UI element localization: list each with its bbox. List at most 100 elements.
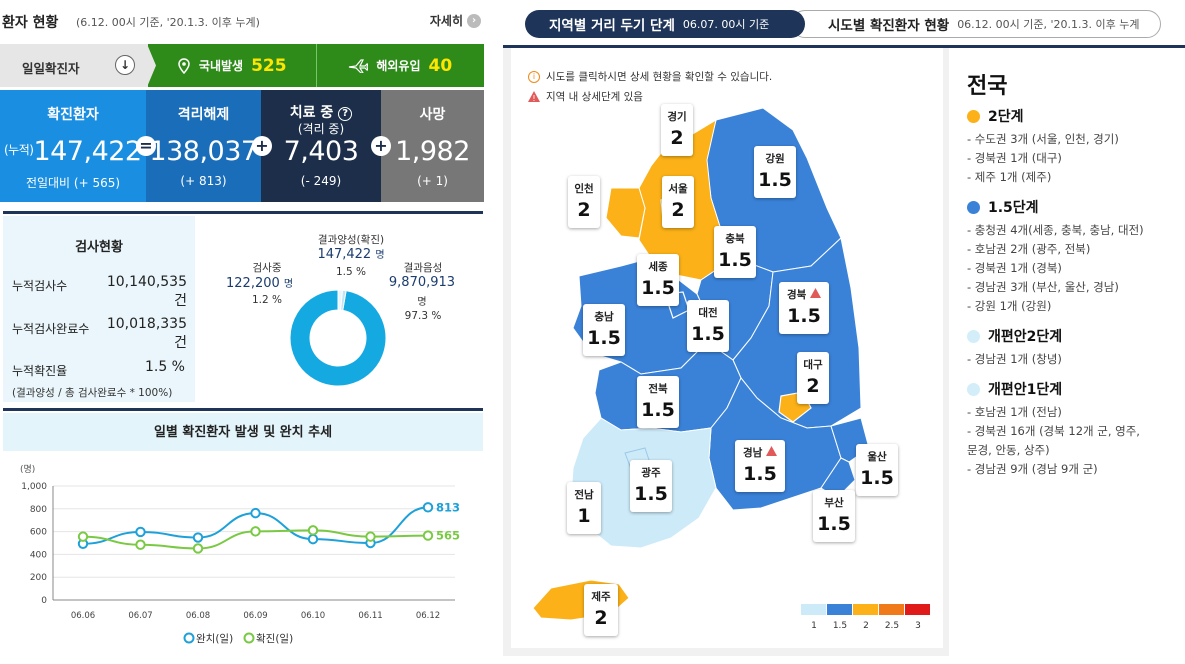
chart-xtick: 06.09 bbox=[243, 611, 267, 621]
level-scale: 1 1.5 2 2.5 3 bbox=[801, 604, 931, 631]
map-label-jeonbuk[interactable]: 전북 1.5 bbox=[637, 376, 679, 428]
donut-negative-pct: 97.3 % bbox=[404, 310, 442, 322]
stat-confirmed-prefix: (누적) bbox=[4, 143, 34, 157]
donut-negative-label: 결과음성 bbox=[403, 262, 443, 274]
tab-city-status-label: 시도별 확진환자 현황 bbox=[828, 18, 950, 34]
stat-death-sub: (+ 1) bbox=[417, 174, 448, 188]
legend-item: - 경남권 1개 (창녕) bbox=[967, 352, 1062, 366]
donut-testing-pct: 1.2 % bbox=[251, 294, 282, 306]
test-total-label: 누적검사수 bbox=[12, 279, 68, 293]
legend-group: 개편안1단계 - 호남권 1개 (전남) - 경북권 16개 (경북 12개 군, … bbox=[967, 379, 1182, 479]
stat-death: 사망 1,982 (+ 1) bbox=[381, 90, 484, 202]
legend-label: 완치(일) bbox=[196, 632, 233, 645]
chart-point bbox=[422, 530, 434, 541]
legend-marker bbox=[243, 632, 255, 644]
legend-item: - 수도권 3개 (서울, 인천, 경기) bbox=[967, 132, 1119, 146]
chart-ytick: 400 bbox=[30, 550, 47, 560]
chart-point bbox=[77, 531, 89, 542]
legend-item: - 경남권 3개 (부산, 울산, 경남) bbox=[967, 280, 1119, 294]
map-label-gyeonggi[interactable]: 경기 2 bbox=[661, 104, 693, 156]
stat-released-sub: (+ 813) bbox=[180, 174, 227, 188]
map-label-busan[interactable]: 부산 1.5 bbox=[813, 490, 855, 542]
legend-dot-icon bbox=[967, 329, 980, 343]
help-icon[interactable]: ? bbox=[338, 107, 353, 121]
chart-ytick: 600 bbox=[30, 528, 47, 538]
detail-link[interactable]: 자세히 › bbox=[430, 12, 481, 29]
trend-chart-panel: 일별 확진환자 발생 및 완치 추세 (명) 0 200 400 600 800 1,00… bbox=[3, 413, 483, 664]
map-label-jeju[interactable]: 제주 2 bbox=[584, 584, 618, 636]
legend-item: - 강원 1개 (강원) bbox=[967, 299, 1052, 313]
tab-distancing-level[interactable]: 지역별 거리 두기 단계 06.07. 00시 기준 bbox=[525, 10, 805, 38]
map-label-gangwon[interactable]: 강원 1.5 bbox=[754, 146, 796, 198]
map-label-sejong[interactable]: 세종 1.5 bbox=[637, 254, 679, 306]
chart-point bbox=[422, 502, 434, 513]
legend-dot-icon bbox=[967, 109, 980, 123]
map-label-gyeongnam[interactable]: 경남 1.5 bbox=[735, 440, 785, 492]
overseas-cell: 해외유입 40 bbox=[316, 44, 484, 87]
map-notice-detail-text: 지역 내 상세단계 있음 bbox=[546, 91, 643, 103]
plus-operator-1: + bbox=[252, 136, 272, 156]
map-label-gwangju[interactable]: 광주 1.5 bbox=[630, 460, 672, 512]
stat-released-title: 격리해제 bbox=[177, 107, 230, 123]
map-label-chungbuk[interactable]: 충북 1.5 bbox=[714, 226, 756, 278]
svg-text:!: ! bbox=[532, 94, 535, 102]
chevron-right-icon: › bbox=[467, 13, 481, 28]
scale-swatch bbox=[879, 604, 904, 615]
map-label-seoul[interactable]: 서울 2 bbox=[662, 176, 694, 228]
legend-group-heading: 개편안2단계 bbox=[967, 326, 1182, 346]
chart-xtick: 06.10 bbox=[301, 611, 325, 621]
chart-end-label: 813 bbox=[436, 500, 460, 514]
daily-confirmed-bar: 일일확진자 ↓ 국내발생 525 해외유입 40 bbox=[0, 44, 484, 87]
chart-end-label: 565 bbox=[436, 529, 460, 543]
warning-icon bbox=[809, 288, 821, 298]
scale-swatch bbox=[853, 604, 878, 615]
domestic-cell: 국내발생 525 bbox=[148, 44, 316, 87]
map-label-incheon[interactable]: 인천 2 bbox=[568, 176, 600, 228]
tab-distancing-date: 06.07. 00시 기준 bbox=[682, 18, 770, 31]
legend-item: - 호남권 1개 (전남) bbox=[967, 405, 1062, 419]
chart-point bbox=[250, 526, 261, 537]
plus-operator-2: + bbox=[371, 136, 391, 156]
tab-city-status[interactable]: 시도별 확진환자 현황 06.12. 00시 기준, '20.1.3. 이후 누… bbox=[791, 10, 1161, 38]
donut-positive-label: 결과양성(확진) bbox=[317, 234, 385, 246]
map-label-jeonnam[interactable]: 전남 1 bbox=[567, 482, 601, 534]
test-done-label: 누적검사완료수 bbox=[12, 322, 90, 336]
legend-item: - 제주 1개 (제주) bbox=[967, 170, 1052, 184]
location-pin-icon bbox=[178, 57, 190, 74]
overseas-label: 해외유입 bbox=[376, 59, 421, 73]
chart-point bbox=[250, 507, 261, 519]
scale-label: 2 bbox=[863, 621, 869, 631]
scale-swatch bbox=[801, 604, 826, 615]
legend-marker bbox=[183, 632, 195, 644]
legend-group-heading: 2단계 bbox=[967, 106, 1182, 126]
donut-positive-value: 147,422 bbox=[317, 247, 372, 262]
map-panel: i 시도를 클릭하시면 상세 현황을 확인할 수 있습니다. ! 지역 내 상세… bbox=[503, 48, 1185, 656]
legend-label: 확진(일) bbox=[256, 632, 293, 645]
arrow-down-icon: ↓ bbox=[115, 55, 135, 75]
test-donut-chart bbox=[289, 289, 387, 387]
map-label-daegu[interactable]: 대구 2 bbox=[797, 352, 829, 404]
legend-panel: 전국 2단계 - 수도권 3개 (서울, 인천, 경기) - 경북권 1개 (대구)… bbox=[949, 48, 1185, 656]
overseas-value: 40 bbox=[428, 55, 453, 76]
chart-ytick: 1,000 bbox=[21, 482, 47, 492]
chart-ytick: 800 bbox=[30, 505, 47, 515]
info-icon: i bbox=[528, 70, 540, 83]
chart-point bbox=[365, 531, 376, 542]
chart-ytick: 0 bbox=[41, 596, 47, 606]
page-title: 환자 현황 bbox=[2, 15, 59, 31]
domestic-label: 국내발생 bbox=[198, 59, 244, 73]
map-label-daejeon[interactable]: 대전 1.5 bbox=[687, 300, 729, 352]
legend-dot-icon bbox=[967, 200, 980, 214]
legend-groups: 2단계 - 수도권 3개 (서울, 인천, 경기) - 경북권 1개 (대구) - 제… bbox=[967, 106, 1182, 479]
chart-point bbox=[192, 532, 204, 543]
chart-ylabel: (명) bbox=[20, 464, 35, 475]
map-label-chungnam[interactable]: 충남 1.5 bbox=[583, 304, 625, 356]
stat-confirmed: 확진환자 (누적)147,422 전일대비 (+ 565) bbox=[0, 90, 146, 202]
page-subtitle: (6.12. 00시 기준, '20.1.3. 이후 누계) bbox=[76, 16, 260, 29]
stat-released: 격리해제 138,037 (+ 813) bbox=[146, 90, 261, 202]
map-label-ulsan[interactable]: 울산 1.5 bbox=[856, 444, 898, 496]
arrow-notch bbox=[147, 44, 156, 87]
map-label-gyeongbuk[interactable]: 경북 1.5 bbox=[779, 282, 829, 334]
chart-xtick: 06.08 bbox=[186, 611, 210, 621]
